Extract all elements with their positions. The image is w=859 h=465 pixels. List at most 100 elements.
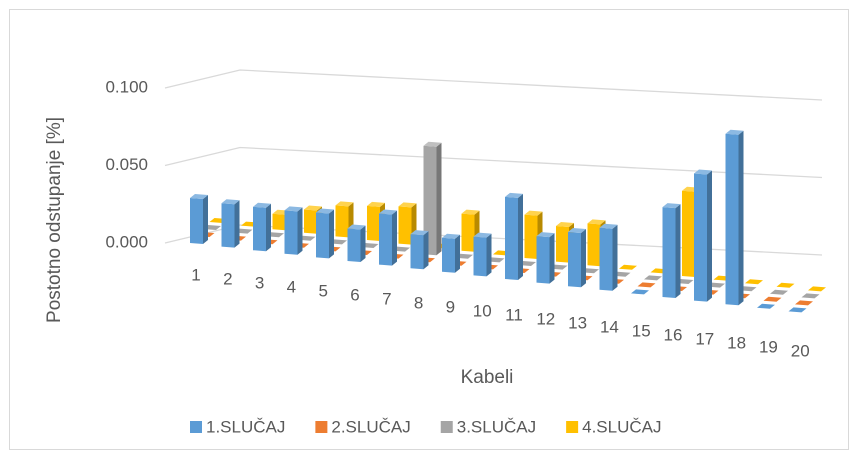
bar — [423, 141, 442, 256]
bar-top — [725, 129, 744, 135]
bar-front — [379, 213, 392, 266]
bar-top — [410, 230, 429, 236]
legend-swatch — [190, 421, 202, 433]
bar-front — [725, 133, 739, 306]
bar-side — [455, 234, 460, 273]
bar-top — [316, 208, 334, 214]
bar — [473, 232, 492, 277]
bar — [644, 275, 662, 281]
bar-front — [694, 173, 707, 302]
bar-side — [581, 228, 586, 288]
bar-side — [518, 193, 523, 280]
bar-top — [587, 219, 606, 225]
bar-front — [536, 236, 550, 284]
bar-top — [644, 275, 662, 281]
bar-front — [253, 206, 266, 252]
bar-top — [599, 223, 618, 229]
bar-top — [763, 296, 782, 302]
bar-front — [556, 225, 569, 263]
bar-front — [524, 214, 538, 259]
x-tick-label: 17 — [695, 329, 714, 348]
x-tick-label: 7 — [382, 289, 391, 308]
bar-top — [379, 209, 397, 215]
bar-side — [707, 170, 712, 302]
bar-top — [253, 202, 271, 208]
bar — [795, 300, 813, 306]
legend-label: 2.SLUČAJ — [331, 417, 410, 436]
bar-top — [801, 293, 820, 299]
x-tick-label: 15 — [632, 321, 651, 340]
bar — [461, 209, 480, 252]
bar — [662, 203, 681, 298]
bar-front — [599, 227, 613, 291]
bar — [776, 282, 795, 288]
bar-top — [473, 232, 492, 238]
bar-side — [436, 142, 442, 256]
bar — [788, 307, 807, 313]
x-tick-label: 18 — [727, 333, 746, 352]
bar — [505, 192, 523, 280]
bar — [770, 289, 788, 295]
bar — [347, 224, 366, 262]
bar — [637, 282, 656, 288]
bar — [808, 286, 826, 292]
bar-side — [360, 225, 366, 262]
bar-front — [221, 203, 235, 248]
bar — [725, 129, 744, 306]
bar-top — [335, 201, 354, 207]
bar-front — [347, 228, 361, 262]
bar — [694, 169, 712, 302]
bar-top — [461, 209, 480, 215]
bar-front — [272, 213, 286, 231]
bar — [599, 223, 618, 291]
x-tick-label: 6 — [350, 285, 359, 304]
y-tick-label: 0.050 — [105, 155, 148, 174]
bar-front — [461, 213, 475, 252]
bar-side — [738, 130, 744, 306]
bar-front — [505, 196, 518, 280]
bar-front — [587, 223, 601, 267]
y-tick-label: 0.100 — [105, 77, 148, 96]
x-tick-label: 19 — [759, 337, 778, 356]
bar-top — [556, 221, 574, 227]
x-tick-label: 13 — [568, 313, 587, 332]
x-axis-title: Kabeli — [461, 367, 514, 388]
bar-top — [505, 192, 523, 198]
bar-top — [662, 203, 681, 209]
legend-label: 1.SLUČAJ — [206, 417, 285, 436]
x-tick-label: 4 — [287, 277, 296, 296]
bar-front — [410, 234, 424, 270]
bar-side — [486, 233, 492, 277]
bar-top — [190, 194, 208, 200]
x-tick-label: 14 — [600, 317, 619, 336]
bar-front — [568, 231, 581, 288]
x-tick-label: 12 — [536, 309, 555, 328]
bar-top — [757, 303, 775, 309]
bar — [316, 208, 334, 259]
x-tick-label: 2 — [223, 269, 232, 288]
bar-top — [631, 289, 649, 295]
bar-front — [442, 237, 455, 273]
bar-top — [304, 205, 322, 211]
x-tick-label: 3 — [255, 273, 264, 292]
bar-side — [612, 224, 618, 291]
bar — [536, 232, 555, 284]
bar — [190, 194, 208, 244]
legend-swatch — [315, 421, 328, 433]
legend-label: 3.SLUČAJ — [457, 417, 536, 436]
bar — [253, 202, 271, 252]
bar — [410, 230, 429, 270]
bar-side — [329, 209, 334, 259]
grid-line — [164, 146, 823, 179]
x-tick-label: 8 — [414, 293, 423, 312]
bar — [568, 227, 586, 288]
x-tick-label: 16 — [664, 325, 683, 344]
bar-top — [347, 224, 366, 230]
grid-line — [164, 69, 823, 101]
bar-top — [795, 300, 813, 306]
legend-swatch — [440, 421, 453, 433]
bar-side — [266, 203, 271, 252]
bar-front — [682, 190, 695, 277]
x-tick-label: 9 — [446, 297, 455, 316]
